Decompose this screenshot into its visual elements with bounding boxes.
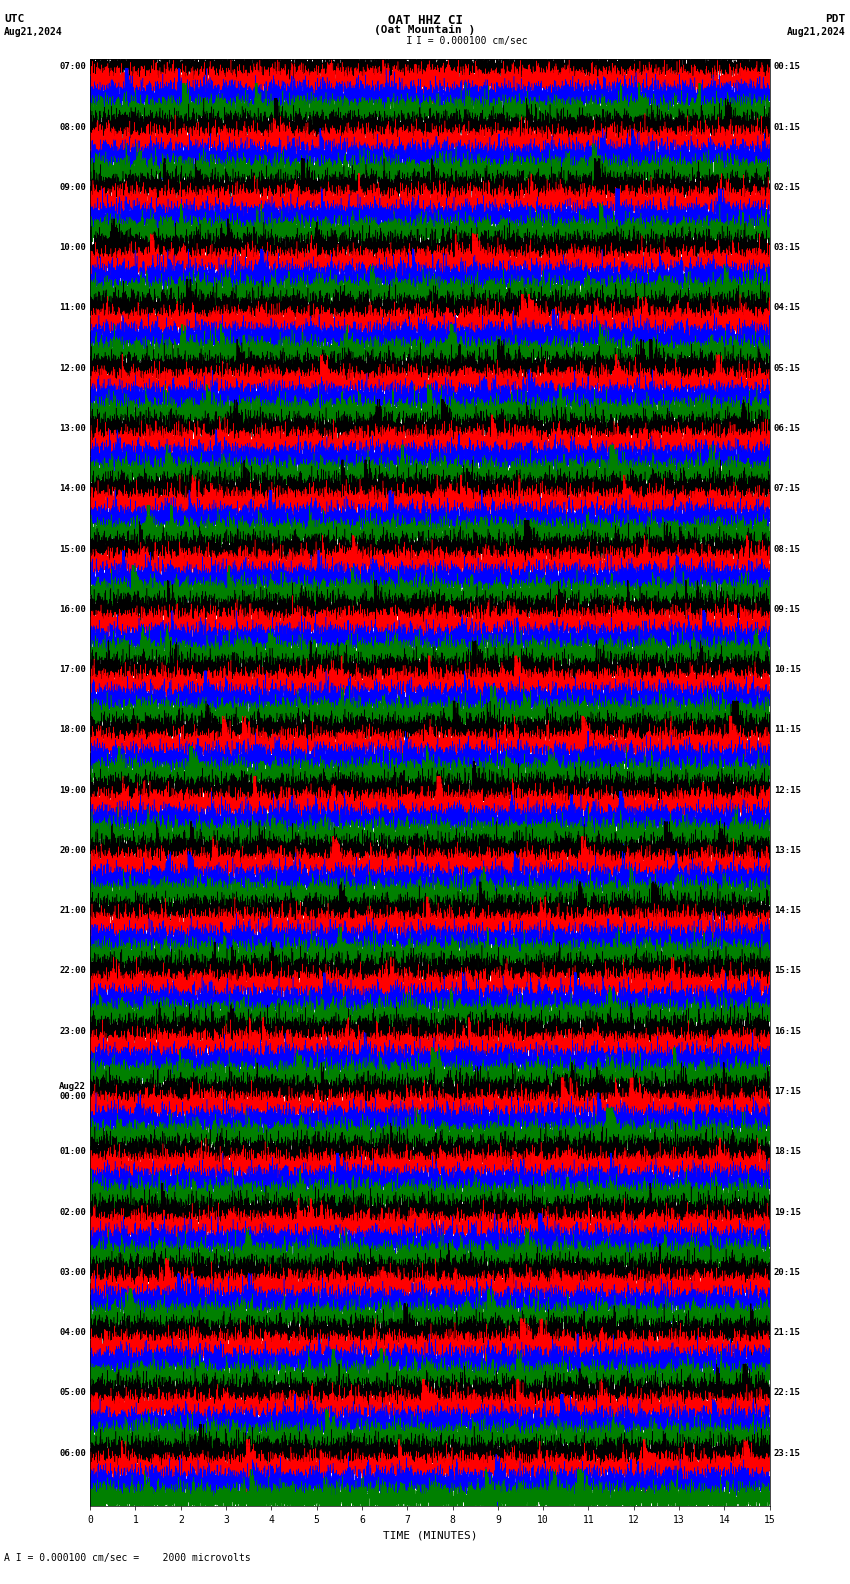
Text: 13:15: 13:15: [774, 846, 801, 855]
Text: 01:00: 01:00: [59, 1147, 86, 1156]
Text: 17:15: 17:15: [774, 1087, 801, 1096]
Text: 06:15: 06:15: [774, 425, 801, 432]
Text: 21:15: 21:15: [774, 1327, 801, 1337]
Text: 20:00: 20:00: [59, 846, 86, 855]
Text: 02:00: 02:00: [59, 1207, 86, 1217]
Text: 20:15: 20:15: [774, 1267, 801, 1277]
Text: 04:00: 04:00: [59, 1327, 86, 1337]
Text: 15:15: 15:15: [774, 966, 801, 976]
Text: I: I: [405, 36, 412, 46]
Text: 11:15: 11:15: [774, 725, 801, 735]
Text: UTC: UTC: [4, 14, 25, 24]
Text: I = 0.000100 cm/sec: I = 0.000100 cm/sec: [416, 36, 528, 46]
Text: (Oat Mountain ): (Oat Mountain ): [374, 25, 476, 35]
Text: 15:00: 15:00: [59, 545, 86, 553]
Text: 12:15: 12:15: [774, 786, 801, 795]
Text: 16:00: 16:00: [59, 605, 86, 615]
Text: 14:00: 14:00: [59, 485, 86, 493]
Text: Aug22
00:00: Aug22 00:00: [59, 1082, 86, 1101]
Text: 08:15: 08:15: [774, 545, 801, 553]
Text: 12:00: 12:00: [59, 364, 86, 372]
Text: 19:00: 19:00: [59, 786, 86, 795]
Text: OAT HHZ CI: OAT HHZ CI: [388, 14, 462, 27]
Text: 04:15: 04:15: [774, 304, 801, 312]
Text: 10:00: 10:00: [59, 244, 86, 252]
Text: 19:15: 19:15: [774, 1207, 801, 1217]
Text: 14:15: 14:15: [774, 906, 801, 916]
Text: 23:00: 23:00: [59, 1026, 86, 1036]
Text: PDT: PDT: [825, 14, 846, 24]
Text: 03:15: 03:15: [774, 244, 801, 252]
Text: 11:00: 11:00: [59, 304, 86, 312]
X-axis label: TIME (MINUTES): TIME (MINUTES): [382, 1530, 477, 1541]
Text: 18:15: 18:15: [774, 1147, 801, 1156]
Text: 21:00: 21:00: [59, 906, 86, 916]
Text: 10:15: 10:15: [774, 665, 801, 675]
Text: 07:15: 07:15: [774, 485, 801, 493]
Text: 18:00: 18:00: [59, 725, 86, 735]
Text: 09:15: 09:15: [774, 605, 801, 615]
Text: 05:00: 05:00: [59, 1389, 86, 1397]
Text: 07:00: 07:00: [59, 62, 86, 71]
Text: A I = 0.000100 cm/sec =    2000 microvolts: A I = 0.000100 cm/sec = 2000 microvolts: [4, 1554, 251, 1563]
Text: Aug21,2024: Aug21,2024: [4, 27, 63, 36]
Text: 17:00: 17:00: [59, 665, 86, 675]
Text: 02:15: 02:15: [774, 182, 801, 192]
Text: 16:15: 16:15: [774, 1026, 801, 1036]
Text: 09:00: 09:00: [59, 182, 86, 192]
Text: 22:00: 22:00: [59, 966, 86, 976]
Text: 22:15: 22:15: [774, 1389, 801, 1397]
Text: 05:15: 05:15: [774, 364, 801, 372]
Text: Aug21,2024: Aug21,2024: [787, 27, 846, 36]
Text: 13:00: 13:00: [59, 425, 86, 432]
Text: 06:00: 06:00: [59, 1449, 86, 1457]
Text: 00:15: 00:15: [774, 62, 801, 71]
Text: 23:15: 23:15: [774, 1449, 801, 1457]
Text: 08:00: 08:00: [59, 122, 86, 131]
Text: 01:15: 01:15: [774, 122, 801, 131]
Text: 03:00: 03:00: [59, 1267, 86, 1277]
